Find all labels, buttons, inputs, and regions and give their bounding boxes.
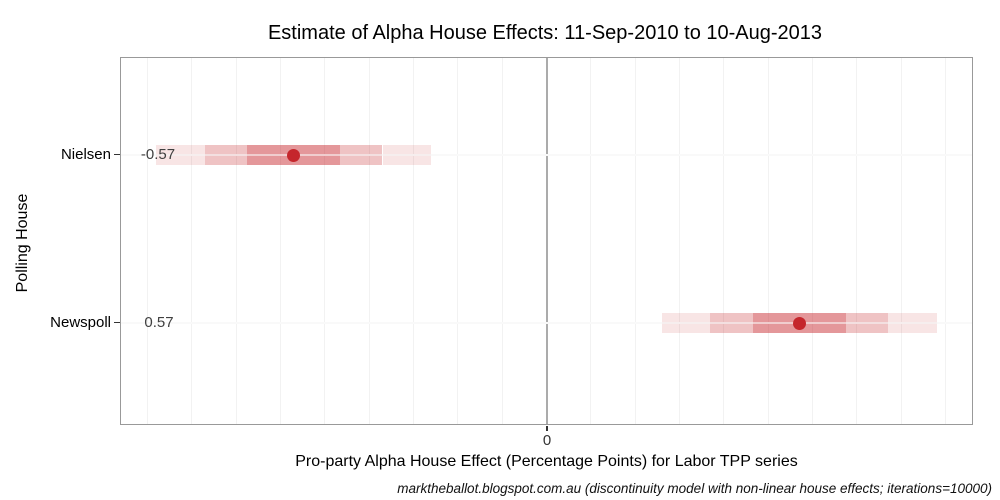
x-tick-mark-zero <box>546 426 548 431</box>
chart-title: Estimate of Alpha House Effects: 11-Sep-… <box>267 22 823 44</box>
gridline-v <box>634 58 636 424</box>
y-axis-label: Polling House <box>14 193 31 293</box>
gridline-v <box>413 58 415 424</box>
estimate-dot <box>287 148 301 162</box>
gridline-v <box>457 58 459 424</box>
plot-area <box>120 57 973 425</box>
gridline-v <box>235 58 237 424</box>
gridline-v <box>501 58 503 424</box>
y-tick-mark-newspoll <box>114 322 120 323</box>
gridline-v <box>324 58 326 424</box>
gridline-v <box>368 58 370 424</box>
estimate-label-newspoll: 0.57 <box>144 314 174 331</box>
y-tick-label-nielsen: Nielsen <box>60 146 111 163</box>
gridline-v <box>900 58 902 424</box>
gridline-v <box>944 58 946 424</box>
gridline-v <box>811 58 813 424</box>
estimate-label-nielsen: -0.57 <box>140 146 176 163</box>
gridline-v <box>590 58 592 424</box>
x-tick-label-zero: 0 <box>542 432 552 449</box>
gridline-v <box>723 58 725 424</box>
gridline-v <box>191 58 193 424</box>
y-tick-label-newspoll: Newspoll <box>50 314 111 331</box>
chart-caption: marktheballot.blogspot.com.au (discontin… <box>397 481 992 496</box>
gridline-v <box>856 58 858 424</box>
row-highlight-stripe <box>121 322 972 324</box>
x-axis-label: Pro-party Alpha House Effect (Percentage… <box>295 453 798 470</box>
row-highlight-stripe <box>121 154 972 156</box>
gridline-v <box>280 58 282 424</box>
gridline-v <box>678 58 680 424</box>
gridline-v <box>767 58 769 424</box>
gridline-v <box>147 58 149 424</box>
y-tick-mark-nielsen <box>114 154 120 155</box>
estimate-dot <box>792 316 806 330</box>
zero-gridline <box>545 58 548 424</box>
